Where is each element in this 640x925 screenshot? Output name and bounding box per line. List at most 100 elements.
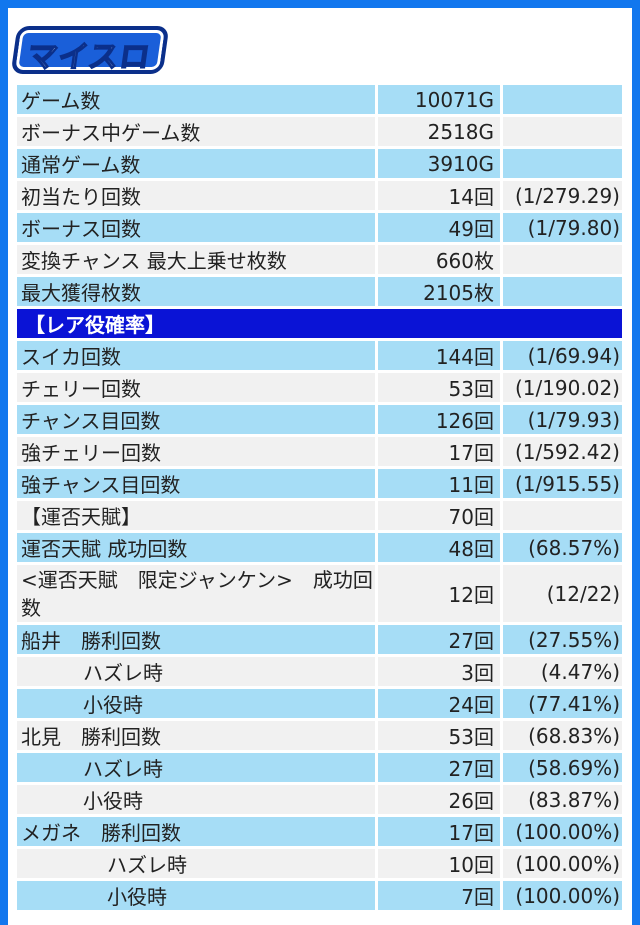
logo-area: マイスロ: [8, 8, 632, 82]
row-value: 53回: [375, 373, 500, 402]
row-value: 27回: [375, 753, 500, 782]
row-value: 126回: [375, 405, 500, 434]
section-title: 【レア役確率】: [17, 309, 622, 338]
row-label: 小役時: [17, 881, 375, 910]
row-rate: (1/915.55): [500, 469, 622, 498]
row-rate: (58.69%): [500, 753, 622, 782]
row-rate: [500, 149, 622, 178]
logo-text: マイスロ: [24, 39, 154, 76]
row-rate: (100.00%): [500, 881, 622, 910]
row-rate: [500, 245, 622, 274]
table-row: 強チェリー回数 17回 (1/592.42): [17, 437, 622, 466]
row-label: 最大獲得枚数: [17, 277, 375, 306]
table-row: 小役時 7回 (100.00%): [17, 881, 622, 910]
row-rate: [500, 85, 622, 114]
row-rate: (1/79.80): [500, 213, 622, 242]
row-label: チェリー回数: [17, 373, 375, 402]
table-row: 小役時 26回 (83.87%): [17, 785, 622, 814]
row-rate: [500, 277, 622, 306]
row-value: 3910G: [375, 149, 500, 178]
table-row: チェリー回数 53回 (1/190.02): [17, 373, 622, 402]
row-label: メガネ 勝利回数: [17, 817, 375, 846]
page-frame: マイスロ ゲーム数 10071G ボーナス中ゲーム数 2518G 通常ゲーム数 …: [8, 8, 632, 925]
table-row: 強チャンス目回数 11回 (1/915.55): [17, 469, 622, 498]
row-value: 10071G: [375, 85, 500, 114]
row-rate: (68.83%): [500, 721, 622, 750]
row-value: 24回: [375, 689, 500, 718]
table-row: 変換チャンス 最大上乗せ枚数 660枚: [17, 245, 622, 274]
row-label: チャンス目回数: [17, 405, 375, 434]
table-row: 小役時 24回 (77.41%): [17, 689, 622, 718]
table-row: ハズレ時 27回 (58.69%): [17, 753, 622, 782]
row-label: 船井 勝利回数: [17, 625, 375, 654]
row-value: 27回: [375, 625, 500, 654]
table-row: ゲーム数 10071G: [17, 85, 622, 114]
table-row: 最大獲得枚数 2105枚: [17, 277, 622, 306]
table-row: 通常ゲーム数 3910G: [17, 149, 622, 178]
stats-table: ゲーム数 10071G ボーナス中ゲーム数 2518G 通常ゲーム数 3910G…: [17, 82, 622, 913]
row-rate: (12/22): [500, 565, 622, 622]
row-value: 11回: [375, 469, 500, 498]
row-value: 10回: [375, 849, 500, 878]
row-rate: (4.47%): [500, 657, 622, 686]
row-label: 運否天賦 成功回数: [17, 533, 375, 562]
row-rate: (1/79.93): [500, 405, 622, 434]
table-row: 【運否天賦】 70回: [17, 501, 622, 530]
row-value: 660枚: [375, 245, 500, 274]
row-label: 北見 勝利回数: [17, 721, 375, 750]
row-rate: (100.00%): [500, 849, 622, 878]
row-value: 48回: [375, 533, 500, 562]
row-label: 強チェリー回数: [17, 437, 375, 466]
row-value: 17回: [375, 817, 500, 846]
row-rate: (68.57%): [500, 533, 622, 562]
row-rate: [500, 117, 622, 146]
row-label: <運否天賦 限定ジャンケン> 成功回数: [17, 565, 375, 622]
row-value: 7回: [375, 881, 500, 910]
row-label: 初当たり回数: [17, 181, 375, 210]
row-rate: [500, 501, 622, 530]
table-row: ハズレ時 10回 (100.00%): [17, 849, 622, 878]
row-rate: (77.41%): [500, 689, 622, 718]
table-row: ボーナス回数 49回 (1/79.80): [17, 213, 622, 242]
row-value: 14回: [375, 181, 500, 210]
row-value: 2105枚: [375, 277, 500, 306]
table-row: 初当たり回数 14回 (1/279.29): [17, 181, 622, 210]
section-header-rare-role: 【レア役確率】: [17, 309, 622, 338]
table-row: 船井 勝利回数 27回 (27.55%): [17, 625, 622, 654]
row-value: 12回: [375, 565, 500, 622]
row-rate: (1/592.42): [500, 437, 622, 466]
row-label: 通常ゲーム数: [17, 149, 375, 178]
row-value: 3回: [375, 657, 500, 686]
row-value: 144回: [375, 341, 500, 370]
row-value: 26回: [375, 785, 500, 814]
row-label: ゲーム数: [17, 85, 375, 114]
row-label: ボーナス回数: [17, 213, 375, 242]
row-rate: (1/69.94): [500, 341, 622, 370]
row-label: 小役時: [17, 689, 375, 718]
row-value: 2518G: [375, 117, 500, 146]
table-row: 運否天賦 成功回数 48回 (68.57%): [17, 533, 622, 562]
row-label: 【運否天賦】: [17, 501, 375, 530]
row-value: 53回: [375, 721, 500, 750]
table-row: 北見 勝利回数 53回 (68.83%): [17, 721, 622, 750]
table-row: <運否天賦 限定ジャンケン> 成功回数 12回 (12/22): [17, 565, 622, 622]
table-row: スイカ回数 144回 (1/69.94): [17, 341, 622, 370]
row-label: 小役時: [17, 785, 375, 814]
table-row: チャンス目回数 126回 (1/79.93): [17, 405, 622, 434]
row-label: 強チャンス目回数: [17, 469, 375, 498]
row-value: 17回: [375, 437, 500, 466]
row-rate: (100.00%): [500, 817, 622, 846]
table-row: メガネ 勝利回数 17回 (100.00%): [17, 817, 622, 846]
row-rate: (27.55%): [500, 625, 622, 654]
row-label: ハズレ時: [17, 657, 375, 686]
row-value: 70回: [375, 501, 500, 530]
row-rate: (83.87%): [500, 785, 622, 814]
row-label: スイカ回数: [17, 341, 375, 370]
row-label: ハズレ時: [17, 753, 375, 782]
row-label: ハズレ時: [17, 849, 375, 878]
table-row: ハズレ時 3回 (4.47%): [17, 657, 622, 686]
row-label: 変換チャンス 最大上乗せ枚数: [17, 245, 375, 274]
mysuro-logo[interactable]: マイスロ: [10, 26, 170, 76]
table-row: ボーナス中ゲーム数 2518G: [17, 117, 622, 146]
row-value: 49回: [375, 213, 500, 242]
